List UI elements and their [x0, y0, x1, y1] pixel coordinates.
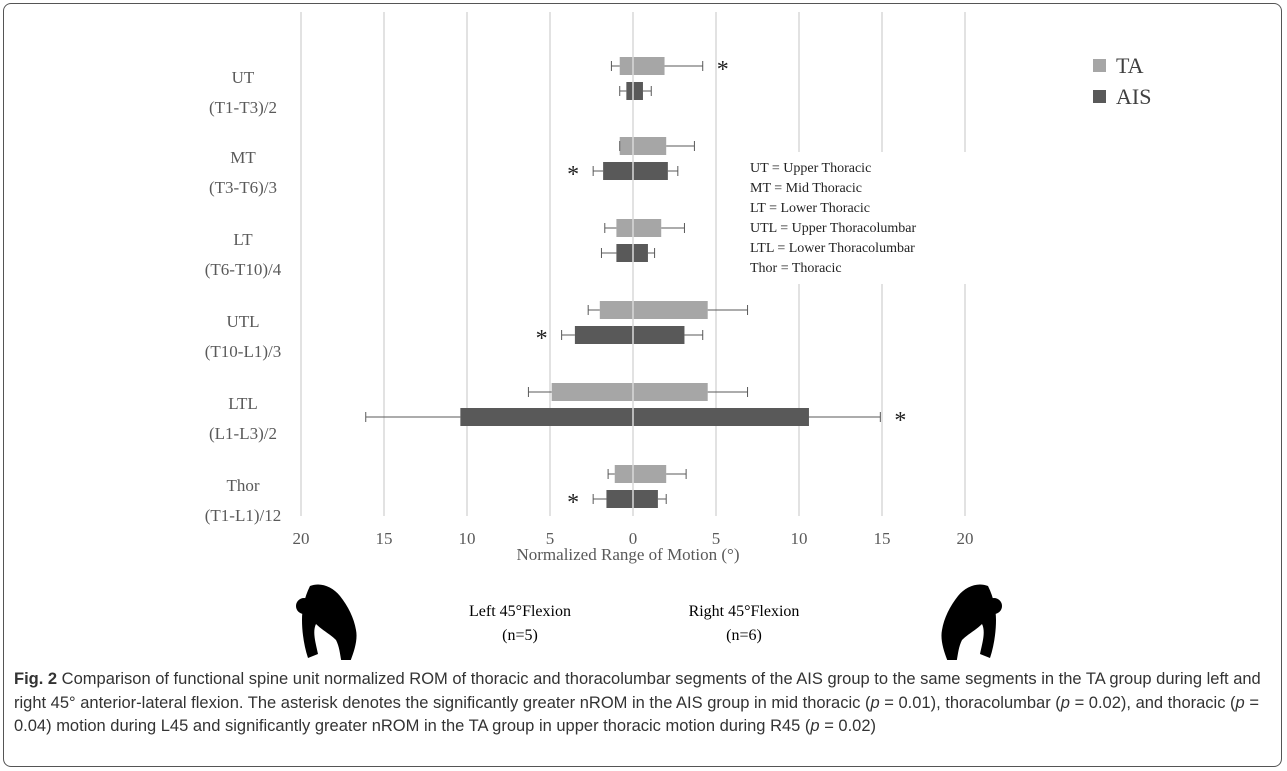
caption-text: Comparison of functional spine unit norm…	[14, 670, 1261, 712]
bar-ais	[460, 408, 809, 426]
asterisk: *	[536, 326, 548, 352]
asterisk: *	[717, 57, 729, 83]
x-tick-label: 20	[957, 529, 974, 548]
legend-swatch-ais	[1093, 90, 1106, 103]
legend: TA AIS	[1093, 53, 1151, 109]
caption-label: Fig. 2	[14, 670, 58, 688]
error-bars	[365, 61, 881, 504]
asterisk: *	[894, 408, 906, 434]
bar-ta	[599, 301, 708, 319]
abbreviation-line: Thor = Thoracic	[750, 261, 842, 276]
abbreviation-line: MT = Mid Thoracic	[750, 181, 862, 196]
category-sublabel: (T10-L1)/3	[205, 342, 281, 361]
abbreviation-line: LT = Lower Thoracic	[750, 201, 870, 216]
category-label: Thor	[226, 476, 259, 495]
category-label: LT	[233, 230, 253, 249]
x-tick-label: 10	[459, 529, 476, 548]
bar-ta	[614, 465, 667, 483]
bar-ais	[616, 244, 648, 262]
category-labels: UT (T1-T3)/2 MT (T3-T6)/3 LT (T6-T10)/4 UTL (T1…	[205, 68, 282, 525]
right-flexion-n: (n=6)	[726, 627, 762, 644]
abbreviation-line: UTL = Upper Thoracolumbar	[750, 221, 916, 236]
bar-ais	[606, 490, 658, 508]
category-sublabel: (L1-L3)/2	[209, 424, 277, 443]
bar-ta	[551, 383, 708, 401]
significance-asterisks: * * * * *	[536, 57, 907, 516]
bars	[460, 57, 809, 508]
caption-p: p	[870, 693, 880, 712]
category-label: UTL	[226, 312, 259, 331]
legend-label-ta: TA	[1116, 53, 1144, 78]
x-tick-labels: 20 15 10 5 0 5 10 15 20	[293, 529, 974, 548]
abbreviation-line: UT = Upper Thoracic	[750, 161, 871, 176]
asterisk: *	[567, 162, 579, 188]
bar-ais	[574, 326, 685, 344]
category-label: UT	[232, 68, 255, 87]
figure-caption: Fig. 2 Comparison of functional spine un…	[14, 668, 1276, 739]
x-axis-label: Normalized Range of Motion (°)	[516, 545, 739, 564]
abbreviation-box-bg	[742, 152, 972, 284]
right-flexion-label: Right 45°Flexion	[689, 603, 800, 620]
left-flexion-label: Left 45°Flexion	[469, 603, 571, 620]
bar-ta	[616, 219, 662, 237]
category-label: LTL	[228, 394, 258, 413]
category-sublabel: (T3-T6)/3	[209, 178, 277, 197]
abbreviation-box: UT = Upper Thoracic MT = Mid Thoracic LT…	[742, 152, 972, 284]
caption-p: p	[1060, 693, 1070, 712]
legend-label-ais: AIS	[1116, 84, 1151, 109]
x-tick-label: 10	[791, 529, 808, 548]
x-tick-label: 15	[874, 529, 891, 548]
abbreviation-line: LTL = Lower Thoracolumbar	[750, 241, 915, 256]
bar-ais	[626, 82, 643, 100]
x-tick-label: 5	[712, 529, 721, 548]
x-tick-label: 15	[376, 529, 393, 548]
bar-ta	[619, 137, 667, 155]
x-tick-label: 20	[293, 529, 310, 548]
category-sublabel: (T1-L1)/12	[205, 506, 281, 525]
x-tick-label: 5	[546, 529, 555, 548]
caption-p: p	[1235, 693, 1245, 712]
chart: UT (T1-T3)/2 MT (T3-T6)/3 LT (T6-T10)/4 UTL (T1…	[205, 12, 1151, 660]
category-sublabel: (T1-T3)/2	[209, 98, 277, 117]
x-tick-label: 0	[629, 529, 638, 548]
right-flexion-silhouette-icon	[941, 584, 1002, 660]
caption-text: = 0.04) motion during L45 and significan…	[14, 693, 1259, 736]
category-label: MT	[230, 148, 256, 167]
left-flexion-silhouette-icon	[296, 584, 357, 660]
caption-p: p	[810, 717, 820, 735]
caption-text: = 0.02), and thoracic (	[1069, 693, 1236, 712]
category-sublabel: (T6-T10)/4	[205, 260, 282, 279]
asterisk: *	[567, 490, 579, 516]
bar-ta	[619, 57, 665, 75]
caption-text: = 0.01), thoracolumbar (	[879, 693, 1061, 712]
legend-swatch-ta	[1093, 59, 1106, 72]
caption-text: = 0.02)	[819, 717, 877, 735]
bar-ais	[603, 162, 668, 180]
left-flexion-n: (n=5)	[502, 627, 538, 644]
figure-frame	[3, 3, 1282, 767]
